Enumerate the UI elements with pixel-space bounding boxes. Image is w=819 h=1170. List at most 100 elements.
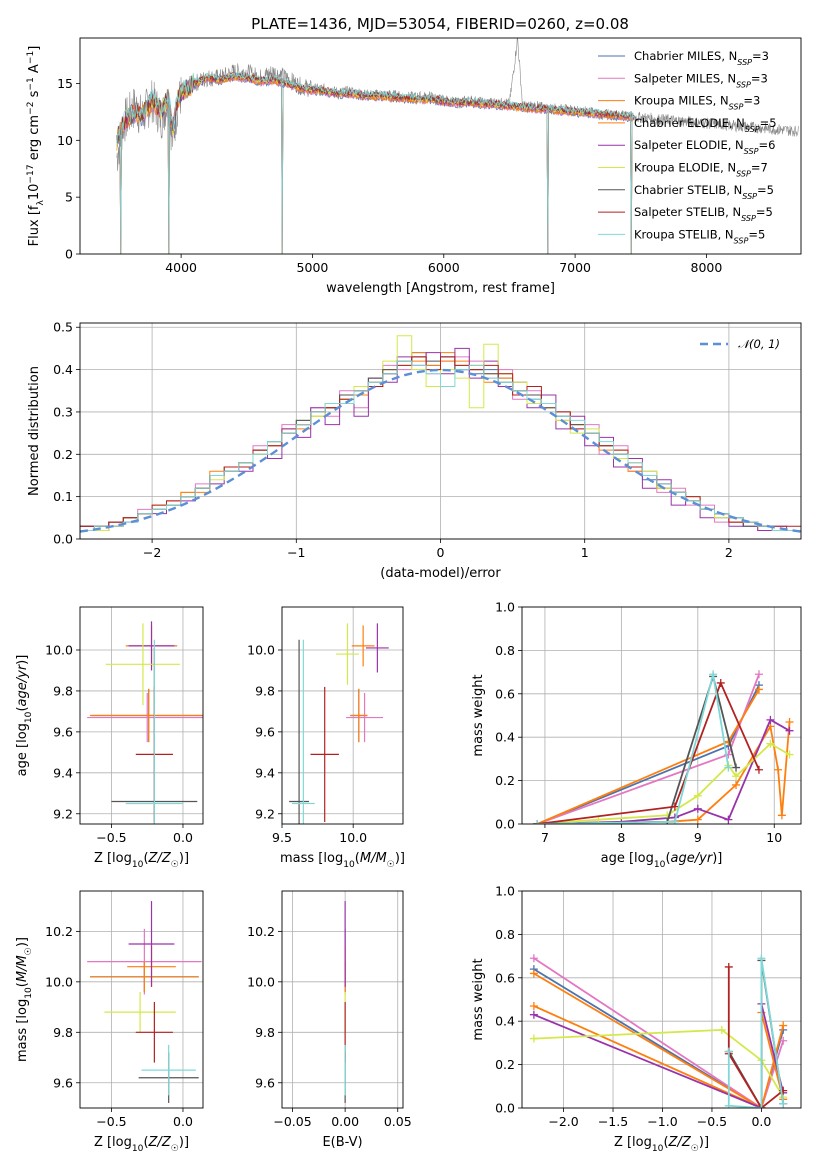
massweight-point [724,815,733,824]
massweight_vs_Z-xtick-label: −1.5 [598,1114,628,1129]
age_vs_Z-xlabel: Z [log10(Z/Z☉)] [94,851,189,870]
spectrum-ytick-label: 10 [57,133,73,148]
massweight-line [727,958,785,1108]
massweight_vs_Z-plot-area [529,954,788,1108]
mass_vs_EBV-xtick-label: 0.05 [384,1114,412,1129]
spectrum-legend: Chabrier MILES, NSSP=3 Salpeter MILES, NS… [598,49,777,245]
massweight_vs_age-ytick-label: 1.0 [495,600,515,615]
mass_vs_Z-ytick-label: 10.2 [45,924,73,939]
mass_vs_Z-ytick-label: 10.0 [45,974,73,989]
age_vs_mass-ytick-label: 9.8 [255,683,275,698]
mass_vs_EBV-xlabel: E(B-V) [322,1135,362,1150]
massweight-point [716,678,725,687]
residuals-ytick-label: 0.2 [53,447,73,462]
massweight_vs_Z-xtick-label: −0.5 [697,1114,727,1129]
massweight_vs_age-xtick-label: 10 [766,830,782,845]
spectrum-data-line [116,38,799,171]
massweight-vs-Z-panel: −2.0 −1.5 −1.0 −0.5 0.0 0.0 0.2 0.4 0.6 0.8 1.0 Z [… [471,884,802,1154]
massweight-point [766,715,775,724]
normal-legend-label: 𝒩(0, 1) [738,337,780,351]
massweight-line [533,1028,784,1098]
massweight_vs_age-ylabel: mass weight [471,674,486,756]
massweight_vs_age-ytick-label: 0.8 [495,643,515,658]
legend-label: Kroupa ELODIE, NSSP=7 [634,161,768,179]
massweight-point [724,1101,733,1108]
massweight-point [529,969,538,978]
spectrum-model-line [116,71,635,254]
massweight_vs_age-xlabel: age [log10(age/yr)] [601,851,723,870]
massweight_vs_Z-xlabel: Z [log10(Z/Z☉)] [614,1135,709,1154]
massweight_vs_Z-grid [522,890,801,1109]
massweight-point [693,791,702,800]
massweight_vs_age-xtick-label: 9 [694,830,702,845]
mass_vs_Z-ytick-label: 9.6 [53,1075,73,1090]
massweight-point [670,802,679,811]
massweight_vs_Z-ylabel: mass weight [471,958,486,1040]
age_vs_mass-xtick-label: 10.0 [339,830,367,845]
massweight-vs-age-panel: 7 8 9 10 0.0 0.2 0.4 0.6 0.8 1.0 age [log10(age/yr… [471,600,802,870]
massweight_vs_Z-xtick-label: −1.0 [647,1114,677,1129]
age_vs_Z-ytick-label: 9.4 [53,765,73,780]
mass_vs_EBV-ytick-label: 9.6 [255,1075,275,1090]
mass_vs_Z-grid [80,891,203,1108]
massweight-point [724,763,733,772]
residuals-ytick-label: 0.5 [53,320,73,335]
residuals-xtick-label: 0 [437,545,445,560]
age_vs_Z-xtick-label: −0.5 [96,830,126,845]
massweight-point [732,763,741,772]
age_vs_mass-grid [281,607,403,824]
legend-label: Chabrier ELODIE, NSSP=5 [634,116,777,133]
massweight_vs_age-plot-area [533,670,794,824]
residuals-xlabel: (data-model)/error [380,566,501,581]
massweight-point [785,718,794,727]
massweight-point [766,739,775,748]
massweight_vs_age-ytick-label: 0.2 [495,773,515,788]
massweight_vs_Z-ytick-label: 1.0 [495,884,515,899]
massweight-line [537,674,730,824]
mass_vs_Z-xtick-label: 0.0 [173,1114,193,1129]
massweight-point [754,685,763,694]
mass_vs_Z-xtick-label: −0.5 [96,1114,126,1129]
massweight-point [754,765,763,774]
age_vs_Z-ytick-label: 9.6 [53,724,73,739]
age_vs_mass-frame [281,606,404,825]
spectrum-panel: 4000 5000 6000 7000 8000 0 5 10 15 wavelength [An… [26,37,802,296]
massweight-point [529,1010,538,1019]
mass_vs_EBV-ytick-label: 10.0 [247,974,275,989]
legend-label: Salpeter MILES, NSSP=3 [634,71,768,89]
massweight-line [533,1003,785,1108]
age-vs-Z-panel: −0.5 0.0 9.2 9.4 9.6 9.8 10.0 Z [log10(Z/Z☉)] ag… [15,606,204,870]
age_vs_mass-ytick-label: 9.4 [255,765,275,780]
massweight-point [779,1099,788,1108]
age_vs_Z-ylabel: age [log10(age/yr)] [15,655,34,777]
mass_vs_EBV-xtick-label: −0.05 [273,1114,311,1129]
massweight-point [693,804,702,813]
massweight_vs_age-grid [522,606,801,825]
massweight-line [728,960,785,1108]
massweight-point [529,1002,538,1011]
spectrum-ylabel: Flux [fλ10−17 erg cm−2 s−1 A−1] [26,46,46,247]
spectrum-plot-area [116,38,799,254]
residuals-ytick-label: 0.4 [53,362,73,377]
age_vs_mass-xtick-label: 9.5 [272,830,292,845]
massweight-point [693,815,702,824]
mass-vs-EBV-panel: −0.05 0.00 0.05 9.6 9.8 10.0 10.2 E(B-V) [247,890,412,1150]
residuals-ytick-label: 0.0 [53,532,73,547]
age_vs_Z-ytick-label: 9.2 [53,806,73,821]
age_vs_Z-frame [79,606,204,825]
residuals-xtick-label: 1 [581,545,589,560]
age_vs_Z-xtick-label: 0.0 [173,830,193,845]
mass_vs_EBV-ytick-label: 9.8 [255,1025,275,1040]
mass_vs_Z-xlabel: Z [log10(Z/Z☉)] [94,1135,189,1154]
spectrum-ytick-label: 0 [65,247,73,262]
massweight_vs_Z-ytick-label: 0.0 [495,1101,515,1116]
massweight-line [537,680,760,824]
massweight-point [670,817,679,824]
legend-label: Kroupa MILES, NSSP=3 [634,94,760,112]
age_vs_mass-plot-area [289,623,389,824]
massweight-point [785,750,794,759]
massweight-point [533,820,542,824]
spectrum-ytick-label: 15 [57,76,73,91]
massweight_vs_age-ytick-label: 0.6 [495,686,515,701]
residuals-ytick-label: 0.1 [53,489,73,504]
